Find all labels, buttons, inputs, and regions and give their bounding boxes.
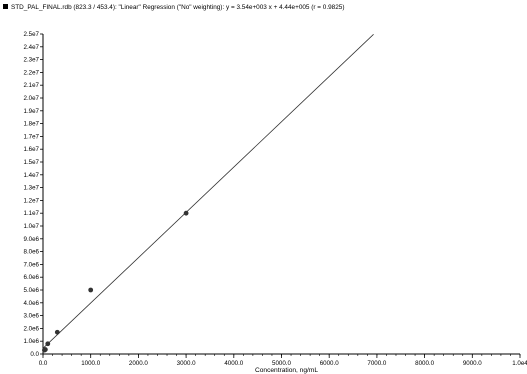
x-tick-label: 5000.0 [272,360,291,367]
y-tick-label: 9.0e6 [24,236,40,243]
chart-axes [42,34,520,355]
y-tick-label: 4.0e6 [24,300,40,307]
x-tick-label: 3000.0 [177,360,196,367]
y-tick-label: 1.3e7 [24,185,40,192]
y-tick-label: 2.0e6 [24,325,40,332]
regression-line-group [42,34,374,349]
series-marker-icon [3,3,8,9]
y-tick-label: 6.0e6 [24,274,40,281]
x-tick-label: 8000.0 [415,360,434,367]
y-tick-label: 2.4e7 [24,44,40,51]
y-tick-label: 0.0 [30,351,39,358]
x-tick-label: 4000.0 [224,360,243,367]
y-tick-label: 1.7e7 [24,133,40,140]
y-tick-label: 5.0e6 [24,287,40,294]
y-tick-label: 1.8e7 [24,121,40,128]
y-tick-label: 1.6e7 [24,146,40,153]
regression-line [42,34,374,349]
y-tick-label: 3.0e6 [24,313,40,320]
y-tick-label: 2.0e7 [24,95,40,102]
data-points [42,210,189,353]
data-point [88,287,94,293]
y-tick-label: 1.1e7 [24,210,40,217]
data-point [42,347,48,352]
y-tick-label: 2.3e7 [24,57,40,64]
y-tick-label: 1.2e7 [24,197,40,204]
data-point [45,341,51,347]
x-tick-label: 2000.0 [129,360,148,367]
data-point [54,329,60,335]
x-tick-label: 6000.0 [320,360,339,367]
x-tick-label: 7000.0 [367,360,386,367]
y-tick-label: 1.9e7 [24,108,40,115]
x-tick-label: 9000.0 [463,360,482,367]
y-tick-label: 2.1e7 [24,82,40,89]
y-tick-label: 8.0e6 [24,249,40,256]
y-tick-label: 1.0e6 [24,338,40,345]
y-tick-label: 2.5e7 [24,31,40,38]
x-axis-ticks: 0.0 1000.0 2000.0 3000.0 4000.0 5000.0 6000.0 7… [39,354,527,367]
x-tick-label: 0.0 [39,360,48,367]
y-tick-label: 1.5e7 [24,159,40,166]
y-axis-ticks: 0.0 1.0e6 2.0e6 3.0e6 4.0e6 5.0e6 6.0e6 7.0e6 8.… [24,31,43,358]
x-tick-label: 1.0e4 [512,360,527,367]
regression-title: STD_PAL_FINAL.rdb (823.3 / 453.4): "Line… [11,4,345,11]
data-point [183,210,189,216]
x-axis-label: Concentration, ng/mL [255,367,318,374]
chart-title-bar: STD_PAL_FINAL.rdb (823.3 / 453.4): "Line… [3,2,523,14]
y-tick-label: 2.2e7 [24,69,40,76]
x-tick-label: 1000.0 [81,360,100,367]
y-tick-label: 7.0e6 [24,261,40,268]
y-tick-label: 1.4e7 [24,172,40,179]
y-tick-label: 1.0e7 [24,223,40,230]
